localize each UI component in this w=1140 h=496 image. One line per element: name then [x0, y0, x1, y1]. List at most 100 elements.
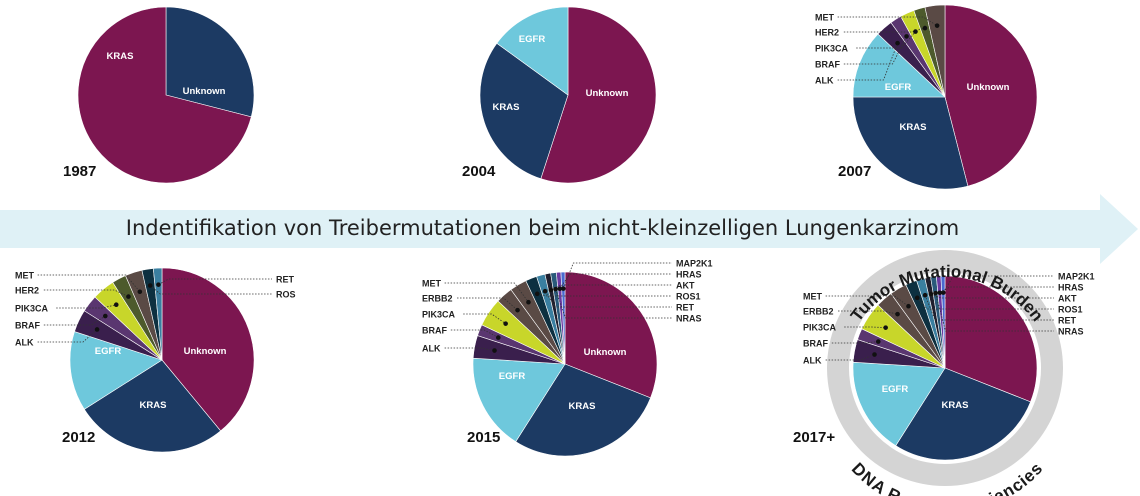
callout-label-alk: ALK — [803, 356, 822, 366]
callout-dot-braf — [495, 335, 501, 340]
callout-line-map2k1 — [942, 275, 1054, 293]
pie-title-2004: 2004 — [462, 163, 496, 180]
pie-slice-unknown — [161, 267, 255, 432]
pie-chart-2017-: EGFR KRAS MET ERBB2 PIK3CA BRAF ALK MAP2K1HRASA… — [793, 250, 1095, 496]
callout-label-akt: AKT — [676, 281, 695, 291]
callout-line-ros1 — [916, 297, 1054, 310]
pie-slice-kras — [165, 6, 255, 118]
slice-label-egfr: EGFR — [499, 371, 526, 382]
callout-dot-ret — [922, 292, 928, 298]
slice-label-kras: KRAS — [107, 51, 134, 62]
pie-slice-egfr — [69, 331, 163, 410]
callout-dot-ret — [156, 282, 161, 287]
callout-dot-braf — [904, 34, 909, 39]
callout-line-braf — [450, 329, 499, 338]
callout-dot-her2 — [126, 294, 131, 299]
pie-slice-kras — [83, 359, 222, 453]
callout-dot-her2 — [922, 25, 928, 31]
callout-dot-braf — [102, 313, 108, 319]
callout-line-akt — [930, 293, 1054, 299]
callout-label-pik3ca: PIK3CA — [815, 44, 849, 54]
callout-label-ros: ROS — [276, 290, 296, 300]
pie-title-1987: 1987 — [63, 163, 96, 180]
callout-dot-akt — [548, 287, 554, 293]
callout-label-met: MET — [15, 271, 35, 281]
callout-dot-map2k1 — [941, 290, 946, 295]
callout-label-nras: NRAS — [1058, 327, 1084, 337]
callout-label-hras: HRAS — [676, 270, 702, 280]
pie-title-2012: 2012 — [62, 429, 95, 446]
slice-label-kras: KRAS — [140, 400, 167, 411]
callout-line-ret — [544, 291, 672, 308]
pie-chart-2015: EGFR KRAS Unknown MET ERBB2 PIK3CA BRAF ALK MAP2… — [422, 259, 713, 457]
callout-dot-alk — [895, 40, 900, 46]
callout-line-ros — [149, 285, 272, 295]
callout-dot-hras — [557, 286, 563, 292]
callout-label-alk: ALK — [15, 338, 34, 348]
callout-dot-pik3ca — [883, 325, 888, 330]
slice-label-egfr: EGFR — [885, 82, 912, 93]
slice-label-egfr: EGFR — [882, 384, 909, 395]
callout-dot-ros — [147, 283, 153, 288]
pie-slice-map2k1 — [560, 271, 566, 365]
slice-label-kras: KRAS — [900, 122, 927, 133]
callout-label-pik3ca: PIK3CA — [15, 304, 49, 314]
slice-label-unknown: Unknown — [586, 88, 629, 99]
callout-dot-met — [526, 299, 531, 305]
callout-dot-ret — [542, 288, 548, 294]
callout-dot-akt — [928, 291, 934, 297]
callout-line-pik3ca — [56, 304, 117, 309]
pie-chart-2004: EGFR KRAS Unknown 2004 — [462, 6, 657, 184]
callout-dot-nras — [933, 290, 938, 296]
pie-slice-unknown — [944, 4, 1038, 187]
callout-line-pik3ca — [856, 31, 916, 49]
callout-label-alk: ALK — [422, 344, 441, 354]
callout-line-hras — [939, 286, 1054, 294]
callout-line-erbb2 — [838, 310, 898, 315]
callout-label-ret: RET — [676, 303, 695, 313]
callout-line-pik3ca — [463, 313, 506, 324]
callout-label-hras: HRAS — [1058, 283, 1084, 293]
callout-dot-pik3ca — [913, 29, 918, 34]
callout-dot-met — [934, 23, 940, 28]
callout-line-nras — [555, 289, 672, 319]
pie-slice-unknown — [540, 6, 657, 184]
callout-line-map2k1 — [562, 262, 672, 289]
callout-line-alk — [37, 329, 98, 343]
callout-line-met — [37, 274, 141, 293]
callout-label-met: MET — [815, 13, 835, 23]
callout-dot-alk — [872, 352, 877, 357]
callout-label-erbb2: ERBB2 — [803, 307, 834, 317]
slice-label-kras: KRAS — [569, 401, 596, 412]
slice-label-unknown: Unknown — [184, 346, 227, 357]
pie-slice-ret — [153, 267, 163, 361]
callout-label-ros1: ROS1 — [676, 292, 701, 302]
callout-label-her2: HER2 — [15, 286, 39, 296]
callout-dot-nras — [553, 286, 558, 292]
slice-label-kras: KRAS — [942, 400, 969, 411]
callout-line-braf — [843, 36, 907, 65]
slice-label-unknown: Unknown — [183, 86, 226, 97]
callout-dot-hras — [937, 290, 943, 296]
pie-slice-met — [924, 4, 946, 98]
callout-label-braf: BRAF — [803, 339, 828, 349]
callout-label-met: MET — [803, 292, 823, 302]
callout-line-her2 — [843, 27, 926, 33]
slice-label-egfr: EGFR — [519, 34, 546, 45]
callout-label-pik3ca: PIK3CA — [422, 310, 456, 320]
callout-dot-map2k1 — [561, 286, 566, 291]
pie-slice-kras — [852, 96, 969, 190]
callout-label-ros1: ROS1 — [1058, 305, 1083, 315]
callout-line-alk — [837, 43, 898, 81]
callout-dot-pik3ca — [503, 321, 508, 326]
callout-dot-alk — [492, 348, 497, 353]
pie-slice-egfr — [852, 361, 946, 447]
pie-title-2007: 2007 — [838, 163, 871, 180]
pie-slice-unknown — [564, 271, 658, 399]
slice-label-kras: KRAS — [493, 102, 520, 113]
pie-title-2015: 2015 — [467, 429, 500, 446]
callout-dot-alk — [94, 327, 100, 332]
callout-label-ret: RET — [1058, 316, 1077, 326]
banner-arrow — [0, 194, 1138, 264]
